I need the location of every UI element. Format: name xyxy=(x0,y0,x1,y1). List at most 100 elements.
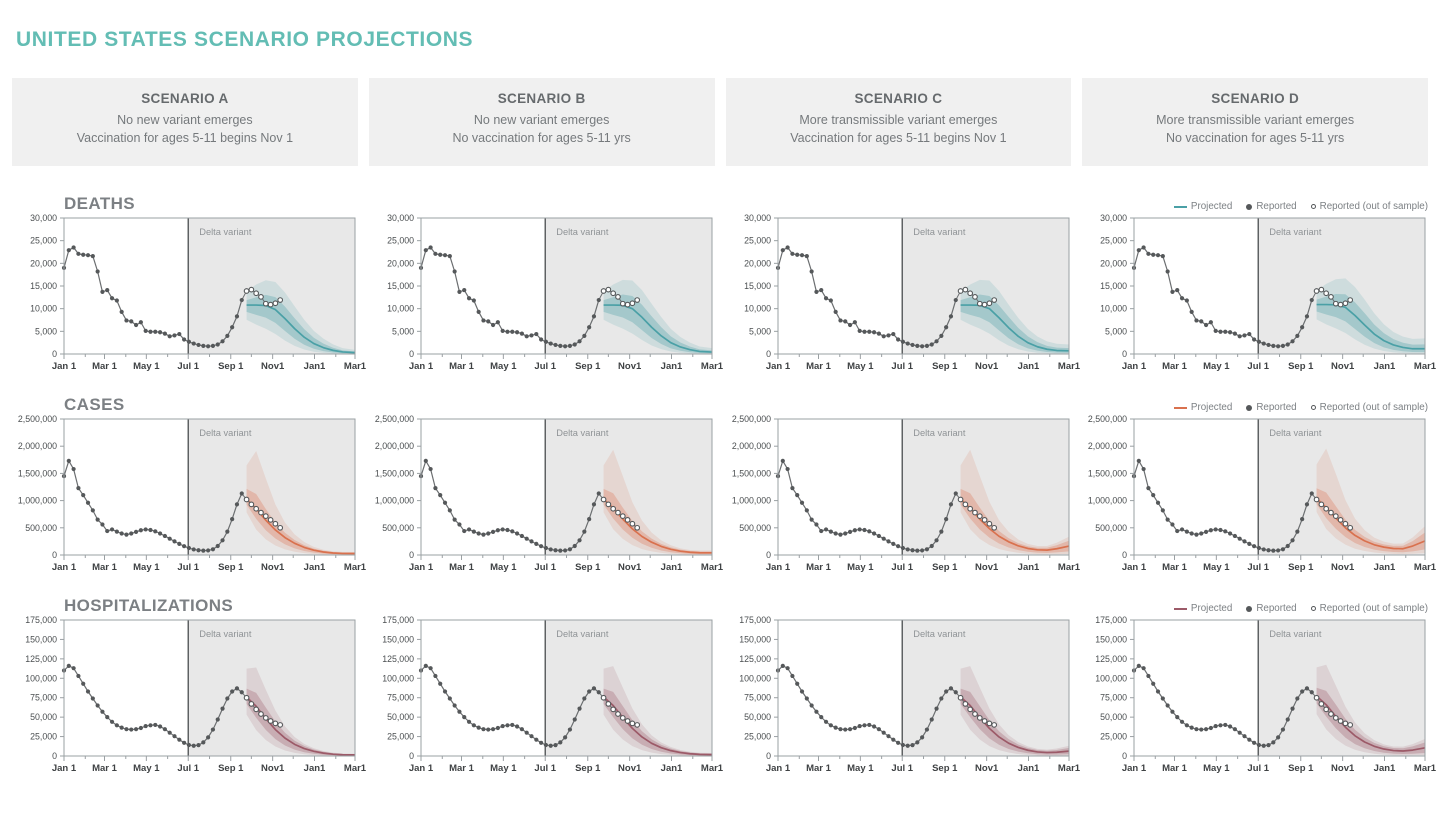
svg-text:500,000: 500,000 xyxy=(1095,523,1127,533)
svg-text:Sep 1: Sep 1 xyxy=(575,763,601,774)
svg-text:Sep 1: Sep 1 xyxy=(1288,763,1314,774)
svg-text:Nov1: Nov1 xyxy=(261,562,285,573)
svg-text:Delta variant: Delta variant xyxy=(556,227,609,237)
svg-text:Jul 1: Jul 1 xyxy=(1248,763,1270,774)
svg-text:Mar 1: Mar 1 xyxy=(1162,763,1188,774)
svg-text:Nov1: Nov1 xyxy=(618,361,642,372)
svg-text:0: 0 xyxy=(409,550,414,560)
svg-text:May 1: May 1 xyxy=(1203,562,1230,573)
svg-text:Nov1: Nov1 xyxy=(618,763,642,774)
svg-text:Nov1: Nov1 xyxy=(1331,562,1355,573)
svg-text:Mar 1: Mar 1 xyxy=(92,361,118,372)
svg-text:25,000: 25,000 xyxy=(30,236,57,246)
hospitalizations-legend: Projected Reported Reported (out of samp… xyxy=(1082,603,1428,616)
svg-text:May 1: May 1 xyxy=(133,763,160,774)
svg-text:Nov1: Nov1 xyxy=(1331,361,1355,372)
cases-row: CASES Projected Reported Reported (out o… xyxy=(12,389,1437,573)
svg-text:Jan1: Jan1 xyxy=(1374,562,1396,573)
svg-text:0: 0 xyxy=(52,349,57,359)
svg-text:Delta variant: Delta variant xyxy=(556,629,609,639)
svg-text:May 1: May 1 xyxy=(490,562,517,573)
svg-text:500,000: 500,000 xyxy=(25,523,57,533)
svg-text:150,000: 150,000 xyxy=(382,634,414,644)
svg-text:May 1: May 1 xyxy=(133,562,160,573)
svg-text:500,000: 500,000 xyxy=(739,523,771,533)
scenario-title: SCENARIO B xyxy=(497,91,586,106)
svg-text:Mar 1: Mar 1 xyxy=(1162,361,1188,372)
chart-deaths-scenario-c: 0 5,000 10,000 15,000 20,000 25,000 30,000 Jan … xyxy=(726,213,1081,372)
svg-text:Sep 1: Sep 1 xyxy=(1288,562,1314,573)
svg-text:100,000: 100,000 xyxy=(382,673,414,683)
scenario-assumption-2: No vaccination for ages 5-11 yrs xyxy=(452,131,631,146)
scenario-assumption-1: No new variant emerges xyxy=(473,113,610,127)
svg-text:Sep 1: Sep 1 xyxy=(932,763,958,774)
svg-text:Sep 1: Sep 1 xyxy=(575,361,601,372)
svg-text:Jan1: Jan1 xyxy=(660,361,682,372)
svg-text:30,000: 30,000 xyxy=(387,213,414,223)
svg-text:Jan1: Jan1 xyxy=(1017,562,1039,573)
svg-text:Mar 1: Mar 1 xyxy=(449,763,475,774)
svg-text:Sep 1: Sep 1 xyxy=(218,361,244,372)
svg-text:Nov1: Nov1 xyxy=(975,763,999,774)
chart-deaths-scenario-d: 0 5,000 10,000 15,000 20,000 25,000 30,000 Jan … xyxy=(1082,213,1437,372)
scenario-assumption-2: Vaccination for ages 5-11 begins Nov 1 xyxy=(76,131,294,146)
svg-text:Delta variant: Delta variant xyxy=(199,428,252,438)
svg-text:Mar1: Mar1 xyxy=(1057,763,1080,774)
reported-dot-swatch xyxy=(1246,203,1253,210)
svg-text:Mar 1: Mar 1 xyxy=(806,763,832,774)
svg-text:Mar 1: Mar 1 xyxy=(806,562,832,573)
svg-text:Jan1: Jan1 xyxy=(1374,763,1396,774)
svg-text:May 1: May 1 xyxy=(490,361,517,372)
svg-text:May 1: May 1 xyxy=(847,562,874,573)
svg-text:25,000: 25,000 xyxy=(1100,236,1127,246)
svg-text:Jul 1: Jul 1 xyxy=(1248,562,1270,573)
svg-text:May 1: May 1 xyxy=(1203,361,1230,372)
svg-text:Mar1: Mar1 xyxy=(344,361,367,372)
scenario-assumption-1: More transmissible variant emerges xyxy=(799,113,998,127)
svg-text:2,500,000: 2,500,000 xyxy=(1088,414,1127,424)
deaths-row-label: DEATHS xyxy=(64,194,136,213)
svg-text:Mar1: Mar1 xyxy=(1414,763,1437,774)
svg-text:30,000: 30,000 xyxy=(1100,213,1127,223)
svg-text:Jan 1: Jan 1 xyxy=(1122,763,1147,774)
svg-text:Sep 1: Sep 1 xyxy=(575,562,601,573)
svg-text:Mar 1: Mar 1 xyxy=(92,763,118,774)
chart-hospitalizations-scenario-c: 0 25,000 50,000 75,000 100,000 125,000 150,000… xyxy=(726,615,1081,774)
svg-text:5,000: 5,000 xyxy=(748,326,770,336)
svg-text:1,500,000: 1,500,000 xyxy=(18,468,57,478)
scenario-header-c: SCENARIO C More transmissible variant em… xyxy=(725,78,1072,166)
legend-reported-label: Reported xyxy=(1256,603,1297,614)
svg-text:Delta variant: Delta variant xyxy=(1269,227,1322,237)
svg-text:1,500,000: 1,500,000 xyxy=(1088,468,1127,478)
svg-text:125,000: 125,000 xyxy=(25,654,57,664)
svg-text:Jul 1: Jul 1 xyxy=(534,361,556,372)
svg-text:0: 0 xyxy=(52,751,57,761)
chart-cases-scenario-a: 0 500,000 1,000,000 1,500,000 2,000,000 2,500… xyxy=(12,414,367,573)
svg-text:Delta variant: Delta variant xyxy=(913,629,966,639)
chart-deaths-scenario-b: 0 5,000 10,000 15,000 20,000 25,000 30,000 Jan … xyxy=(369,213,724,372)
svg-text:50,000: 50,000 xyxy=(30,712,57,722)
svg-text:Jan 1: Jan 1 xyxy=(765,361,790,372)
svg-text:Jan1: Jan1 xyxy=(660,562,682,573)
svg-text:1,500,000: 1,500,000 xyxy=(375,468,414,478)
svg-text:5,000: 5,000 xyxy=(392,326,414,336)
chart-cases-scenario-d: 0 500,000 1,000,000 1,500,000 2,000,000 2,500… xyxy=(1082,414,1437,573)
scenario-assumption-2: Vaccination for ages 5-11 begins Nov 1 xyxy=(790,131,1007,146)
svg-text:Nov1: Nov1 xyxy=(975,562,999,573)
svg-text:Jan 1: Jan 1 xyxy=(52,361,77,372)
svg-text:Jan1: Jan1 xyxy=(1017,361,1039,372)
svg-text:100,000: 100,000 xyxy=(25,673,57,683)
svg-text:125,000: 125,000 xyxy=(1095,654,1127,664)
svg-text:10,000: 10,000 xyxy=(1100,304,1127,314)
svg-text:Delta variant: Delta variant xyxy=(199,227,252,237)
svg-text:Mar1: Mar1 xyxy=(344,562,367,573)
svg-text:1,000,000: 1,000,000 xyxy=(18,496,57,506)
scenario-header-row: SCENARIO A No new variant emerges Vaccin… xyxy=(12,78,1428,166)
svg-text:1,000,000: 1,000,000 xyxy=(375,496,414,506)
svg-text:100,000: 100,000 xyxy=(1095,673,1127,683)
svg-text:Mar 1: Mar 1 xyxy=(449,361,475,372)
svg-text:75,000: 75,000 xyxy=(744,693,771,703)
scenario-header-a: SCENARIO A No new variant emerges Vaccin… xyxy=(12,78,358,166)
svg-text:10,000: 10,000 xyxy=(30,304,57,314)
svg-text:20,000: 20,000 xyxy=(30,258,57,268)
